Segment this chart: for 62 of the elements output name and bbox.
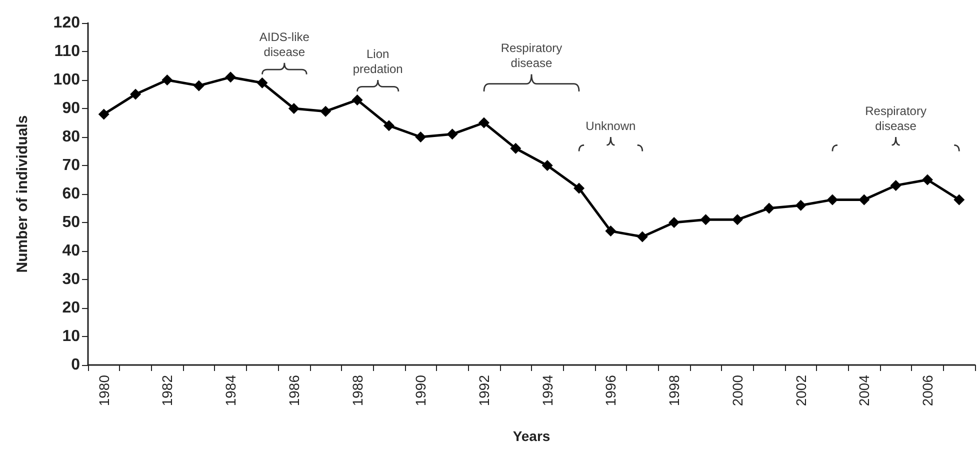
y-tick-label: 120 bbox=[53, 14, 80, 32]
x-tick-label: 2006 bbox=[919, 374, 936, 406]
point bbox=[98, 108, 110, 120]
x-tick-label: 1982 bbox=[159, 374, 176, 406]
point bbox=[542, 160, 553, 171]
x-tick-label: 1988 bbox=[349, 374, 366, 406]
point bbox=[225, 72, 236, 83]
point bbox=[954, 194, 965, 206]
y-tick-label: 30 bbox=[62, 271, 80, 288]
y-tick-label: 10 bbox=[62, 328, 80, 345]
point bbox=[193, 80, 204, 92]
y-tick-label: 90 bbox=[62, 100, 80, 117]
point bbox=[764, 202, 775, 214]
point bbox=[352, 94, 363, 106]
point bbox=[320, 106, 332, 117]
y-tick-label: 70 bbox=[62, 157, 80, 174]
point bbox=[574, 182, 585, 194]
point bbox=[700, 214, 712, 226]
y-tick-label: 0 bbox=[71, 356, 80, 374]
y-tick-label: 50 bbox=[62, 214, 80, 231]
point bbox=[478, 117, 490, 128]
point bbox=[795, 200, 806, 211]
x-tick-label: 1990 bbox=[412, 374, 429, 406]
y-tick-label: 100 bbox=[53, 72, 80, 88]
x-tick-label: 1984 bbox=[222, 374, 239, 406]
y-tick-label: 60 bbox=[62, 186, 80, 202]
point bbox=[922, 174, 933, 186]
point bbox=[890, 180, 902, 191]
point bbox=[383, 120, 394, 132]
annotation: Respiratory disease bbox=[865, 104, 926, 134]
y-tick-label: 40 bbox=[62, 242, 80, 260]
annotation: Respiratory disease bbox=[500, 41, 562, 72]
x-tick-label: 1980 bbox=[96, 374, 112, 406]
point bbox=[636, 231, 648, 242]
point bbox=[668, 217, 680, 228]
x-tick-label: 1996 bbox=[602, 374, 619, 406]
point bbox=[858, 194, 870, 206]
y-tick-label: 110 bbox=[54, 43, 80, 60]
y-tick-label: 80 bbox=[62, 128, 80, 146]
point bbox=[288, 103, 300, 114]
point bbox=[605, 226, 616, 237]
x-axis-title: Years bbox=[512, 428, 550, 444]
x-tick-label: 2002 bbox=[792, 374, 809, 406]
y-tick-label: 20 bbox=[62, 300, 80, 316]
point bbox=[130, 88, 142, 100]
annotation: Lion predation bbox=[352, 47, 403, 77]
point bbox=[415, 132, 426, 142]
point bbox=[446, 128, 458, 140]
point bbox=[732, 214, 743, 226]
x-tick-label: 1992 bbox=[476, 374, 492, 406]
x-tick-label: 2004 bbox=[856, 374, 872, 406]
annotation: Unknown bbox=[586, 119, 636, 134]
x-tick-label: 1998 bbox=[666, 374, 682, 406]
x-tick-label: 1986 bbox=[286, 374, 302, 406]
point bbox=[162, 74, 173, 86]
annotation: AIDS-like disease bbox=[259, 30, 310, 60]
point bbox=[826, 194, 838, 206]
x-tick-label: 2000 bbox=[729, 374, 746, 406]
x-tick-label: 1994 bbox=[539, 374, 556, 406]
point bbox=[510, 142, 522, 154]
point bbox=[256, 77, 268, 88]
y-axis-title: Number of individuals bbox=[14, 115, 31, 273]
